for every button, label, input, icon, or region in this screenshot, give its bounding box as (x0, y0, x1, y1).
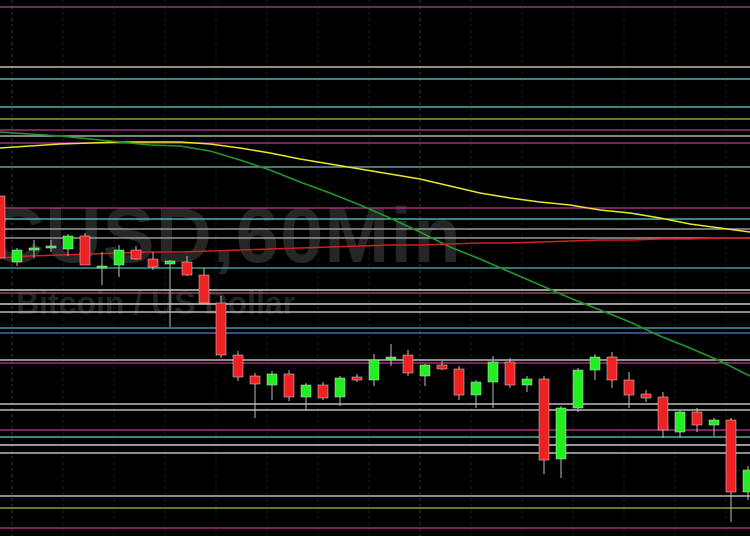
moving-average-line (0, 131, 750, 377)
candle (317, 382, 329, 400)
candle (674, 410, 686, 438)
candle-body-up (470, 381, 482, 396)
candle-body-down (606, 356, 618, 381)
candle-body-up (96, 265, 108, 269)
candle-body-up (521, 378, 533, 386)
candle (572, 368, 584, 412)
candle-body-down (198, 274, 210, 304)
candle (79, 233, 91, 266)
candle-body-down (436, 364, 448, 370)
candle (606, 352, 618, 388)
candle (657, 392, 669, 438)
candle-body-down (351, 376, 363, 381)
candle-body-down (538, 378, 550, 461)
candle (283, 370, 295, 401)
candle (640, 390, 652, 402)
candle (198, 268, 210, 304)
candle-body-down (691, 411, 703, 426)
candle-body-up (266, 373, 278, 386)
candle (147, 252, 159, 270)
candle-body-up (419, 364, 431, 377)
candle-body-up (555, 407, 567, 460)
candle (130, 246, 142, 260)
candle-body-up (385, 356, 397, 360)
candle-body-down (623, 379, 635, 396)
candle (266, 371, 278, 400)
candle-body-up (28, 247, 40, 251)
candle (215, 296, 227, 358)
candle (742, 466, 750, 500)
candle (419, 364, 431, 386)
watermark-name: Bitcoin / US Dollar (16, 285, 296, 321)
candle-body-up (300, 384, 312, 398)
candle-body-down (317, 384, 329, 399)
candle-body-down (504, 361, 516, 386)
candle (555, 406, 567, 478)
candle (45, 240, 57, 252)
candle-body-up (368, 359, 380, 381)
candle (300, 383, 312, 410)
candle-body-up (164, 260, 176, 265)
candle (725, 418, 737, 522)
candle (113, 245, 125, 277)
candle (334, 376, 346, 406)
candle-body-down (0, 195, 6, 259)
candle-body-up (708, 419, 720, 426)
candle (351, 374, 363, 382)
candle (691, 408, 703, 432)
candle (249, 373, 261, 418)
candle-body-down (215, 302, 227, 356)
candle-body-up (589, 356, 601, 371)
candle-body-down (147, 258, 159, 268)
candle-body-down (640, 393, 652, 399)
candle-body-down (657, 396, 669, 431)
watermark-symbol: BTCUSD,60Min (0, 191, 462, 279)
candle (28, 240, 40, 258)
candle-body-down (79, 235, 91, 266)
candle-body-up (113, 249, 125, 266)
candle-body-up (11, 249, 23, 263)
candle (623, 372, 635, 408)
candle (589, 354, 601, 380)
candle (0, 195, 6, 259)
candle (504, 358, 516, 388)
candle-body-down (453, 368, 465, 396)
candle-body-down (725, 419, 737, 493)
candle-body-down (130, 249, 142, 260)
candle (385, 344, 397, 366)
candle-body-up (62, 235, 74, 250)
candle (368, 354, 380, 386)
candle-body-down (181, 261, 193, 276)
candle (402, 350, 414, 376)
candle-body-down (249, 375, 261, 385)
candle (487, 356, 499, 408)
candle (232, 351, 244, 381)
candle (62, 234, 74, 256)
candle (708, 418, 720, 436)
candle-body-up (334, 377, 346, 398)
candle-body-down (283, 373, 295, 398)
candle-body-up (742, 469, 750, 493)
candle-body-up (45, 245, 57, 249)
candle-body-up (674, 411, 686, 433)
candle (521, 376, 533, 392)
candle-body-up (487, 361, 499, 383)
candle (470, 380, 482, 408)
candle (436, 361, 448, 370)
moving-average-line (0, 237, 750, 259)
candle (96, 252, 108, 285)
candle-body-down (402, 354, 414, 374)
candle (453, 366, 465, 400)
candle (164, 260, 176, 327)
candle-body-up (572, 369, 584, 409)
candle (538, 376, 550, 474)
candle (181, 256, 193, 276)
candle (11, 248, 23, 266)
candle-body-down (232, 354, 244, 378)
